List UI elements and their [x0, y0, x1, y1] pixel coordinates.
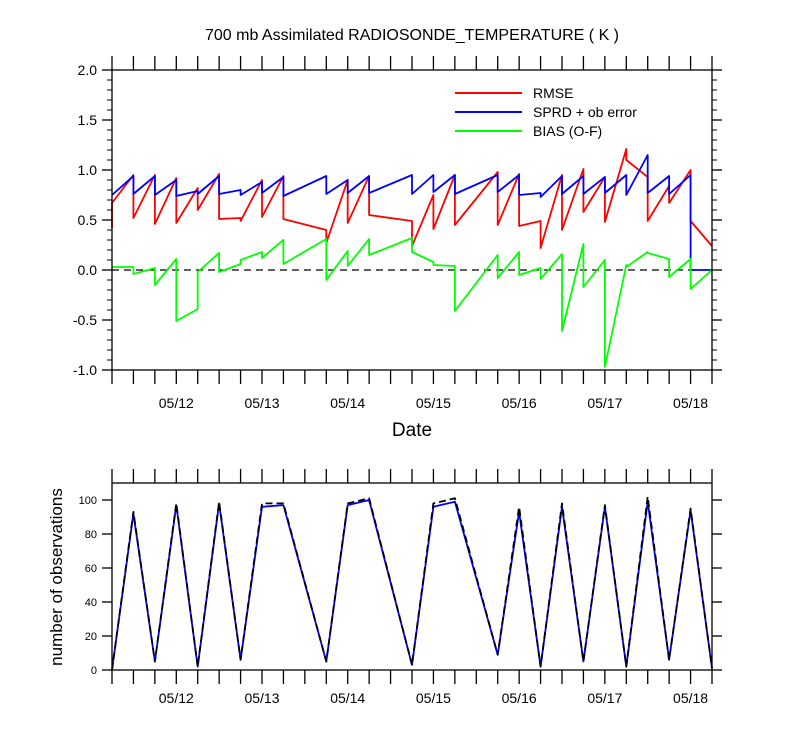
x-tick-label: 05/12	[159, 690, 194, 706]
y-tick-label: 0.0	[78, 262, 98, 278]
y-tick-label: -0.5	[73, 312, 97, 328]
x-tick-label: 05/15	[416, 690, 451, 706]
y-tick-label: 60	[85, 563, 97, 575]
y-tick-label: -1.0	[73, 362, 97, 378]
series-group	[111, 148, 713, 368]
x-tick-label: 05/17	[587, 395, 622, 411]
x-tick-label: 05/13	[244, 395, 279, 411]
legend: RMSE SPRD + ob error BIAS (O-F)	[455, 85, 637, 139]
series-line-0	[111, 148, 713, 249]
y-axis-label: number of observations	[47, 488, 66, 666]
y-tick-label: 2.0	[78, 62, 98, 78]
x-axis-label: Date	[392, 420, 432, 441]
y-tick-label: 0	[91, 665, 97, 677]
legend-label-sprd: SPRD + ob error	[533, 104, 637, 120]
y-tick-label: 80	[85, 529, 97, 541]
series-line-2	[112, 237, 713, 368]
x-tick-label: 05/12	[159, 395, 194, 411]
x-tick-label: 05/15	[416, 395, 451, 411]
x-tick-label: 05/14	[330, 690, 365, 706]
legend-label-rmse: RMSE	[533, 85, 573, 101]
series-line-0	[111, 499, 713, 671]
x-tick-label: 05/16	[502, 395, 537, 411]
x-tick-label: 05/17	[587, 690, 622, 706]
y-tick-label: 100	[79, 495, 97, 507]
x-tick-label: 05/14	[330, 395, 365, 411]
tick-marks	[102, 469, 722, 684]
series-line-1	[111, 495, 713, 671]
x-tick-label: 05/13	[244, 690, 279, 706]
series-group	[111, 495, 713, 671]
x-tick-labels: 05/12 05/13 05/14 05/15 05/16 05/17 05/18	[159, 395, 709, 411]
y-tick-label: 1.5	[78, 112, 98, 128]
x-tick-label: 05/18	[673, 395, 708, 411]
x-tick-label: 05/16	[502, 690, 537, 706]
y-tick-label: 1.0	[78, 162, 98, 178]
x-tick-labels: 05/12 05/13 05/14 05/15 05/16 05/17 05/18	[159, 690, 709, 706]
y-tick-labels: 0 20 40 60 80 100	[79, 495, 97, 677]
series-line-1	[111, 154, 712, 271]
x-tick-label: 05/18	[673, 690, 708, 706]
plot-frame	[111, 482, 713, 671]
y-tick-label: 20	[85, 631, 97, 643]
y-tick-label: 0.5	[78, 212, 98, 228]
chart-title: 700 mb Assimilated RADIOSONDE_TEMPERATUR…	[205, 27, 619, 44]
tick-marks	[102, 56, 722, 384]
legend-label-bias: BIAS (O-F)	[533, 123, 602, 139]
bias-rmse-chart: 700 mb Assimilated RADIOSONDE_TEMPERATUR…	[73, 27, 722, 441]
y-tick-labels: -1.0 -0.5 0.0 0.5 1.0 1.5 2.0	[73, 62, 97, 378]
y-tick-label: 40	[85, 597, 97, 609]
